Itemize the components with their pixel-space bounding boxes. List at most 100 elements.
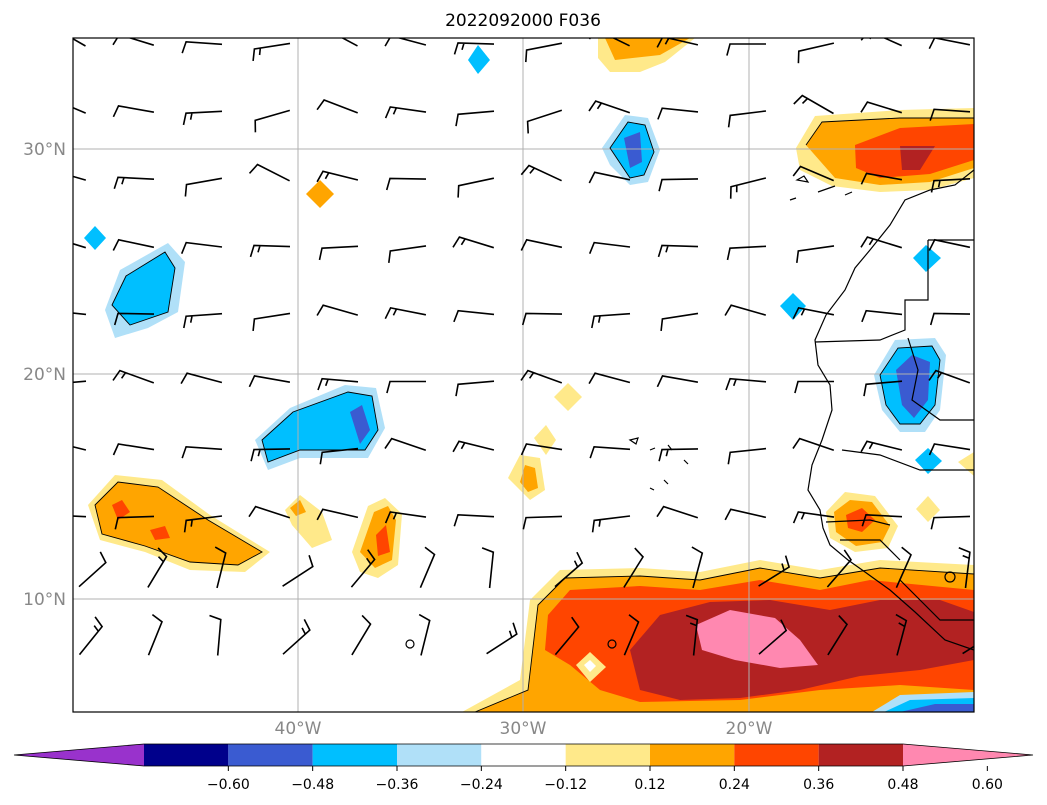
anomaly-positive-region xyxy=(916,496,940,522)
wind-barb xyxy=(526,109,563,134)
wind-barb xyxy=(591,312,631,329)
wind-barb xyxy=(658,178,699,192)
wind-barb xyxy=(588,171,631,184)
colorbar-segment xyxy=(312,744,397,766)
wind-barb xyxy=(250,448,291,462)
wind-barb xyxy=(180,241,223,255)
wind-barb xyxy=(928,38,971,50)
contour-line xyxy=(94,481,263,566)
anomaly-negative-region xyxy=(915,448,942,474)
wind-barb xyxy=(895,546,912,589)
anomaly-positive-region xyxy=(95,482,262,565)
wind-barb xyxy=(796,245,835,264)
wind-barb xyxy=(520,164,562,182)
wind-barb xyxy=(520,443,563,456)
wind-barb xyxy=(726,43,766,56)
wind-barb xyxy=(384,306,427,320)
anomaly-negative-region xyxy=(900,704,974,712)
anomaly-positive-region xyxy=(554,383,582,411)
colorbar-tick-label: 0.36 xyxy=(803,777,834,793)
wind-barb xyxy=(452,236,495,249)
wind-barb xyxy=(554,551,584,588)
figure-title: 2022092000 F036 xyxy=(445,11,601,31)
lat-label: 10°N xyxy=(23,590,66,610)
wind-barb xyxy=(589,445,631,459)
wind-barb xyxy=(726,245,767,261)
anomaly-contours xyxy=(94,117,974,712)
wind-barb xyxy=(928,443,971,456)
wind-barb xyxy=(691,546,704,589)
wind-barb xyxy=(588,372,631,384)
wind-barb xyxy=(317,38,358,47)
country-border xyxy=(825,519,974,621)
wind-barb xyxy=(78,551,107,588)
wind-barb xyxy=(73,106,87,114)
lon-label: 20°W xyxy=(726,719,773,739)
wind-barb xyxy=(863,380,903,397)
wind-barb xyxy=(481,547,495,589)
wind-barb xyxy=(958,546,971,589)
colorbar-segment xyxy=(481,744,566,766)
wind-barb xyxy=(930,178,971,193)
longitude-labels: 40°W 30°W 20°W xyxy=(275,719,773,739)
lon-label: 30°W xyxy=(500,719,547,739)
wind-barb xyxy=(658,448,699,462)
wind-barb xyxy=(112,443,155,456)
wind-barb xyxy=(588,241,631,255)
wind-barb xyxy=(930,515,971,530)
wind-barb xyxy=(418,613,431,656)
wind-barb xyxy=(73,175,87,181)
wind-barb xyxy=(316,170,359,183)
wind-barb xyxy=(793,94,834,115)
wind-barb xyxy=(554,616,580,656)
wind-barb xyxy=(112,238,155,251)
anomaly-positive-region xyxy=(306,180,334,208)
contour-line xyxy=(805,117,974,146)
anomaly-positive-region xyxy=(150,526,170,540)
wind-barb xyxy=(73,445,87,451)
wind-barb xyxy=(929,108,971,121)
wind-barb xyxy=(656,375,699,388)
colorbar-extend-high xyxy=(903,744,1033,766)
colorbar-tick-label: 0.60 xyxy=(972,777,1003,793)
latitude-labels: 30°N 20°N 10°N xyxy=(23,140,66,610)
wind-barb xyxy=(522,515,563,530)
colorbar-tick-label: −0.24 xyxy=(460,777,503,793)
wind-barb xyxy=(623,614,640,656)
wind-barb xyxy=(860,440,903,453)
wind-barb xyxy=(112,38,155,46)
wind-barb xyxy=(249,244,291,258)
colorbar-segment xyxy=(734,744,819,766)
wind-barb xyxy=(928,238,971,251)
wind-barb xyxy=(827,615,849,656)
anomaly-negative-region xyxy=(84,226,106,250)
wind-barb xyxy=(248,163,290,182)
wind-barb xyxy=(384,511,427,524)
wind-barb xyxy=(214,546,227,589)
wind-barb xyxy=(656,38,699,48)
colorbar-segment xyxy=(818,744,903,766)
colorbar-extend-low xyxy=(14,744,144,766)
wind-barb xyxy=(455,380,495,397)
wind-barb xyxy=(727,110,767,128)
wind-barb xyxy=(725,377,767,391)
wind-barb xyxy=(282,619,311,655)
wind-barb xyxy=(797,42,835,64)
wind-barb xyxy=(860,101,903,114)
anomaly-negative-region xyxy=(262,392,378,462)
anomaly-negative-region xyxy=(112,252,175,325)
island xyxy=(789,175,853,201)
wind-barb xyxy=(623,547,645,588)
wind-barb xyxy=(729,177,767,199)
anomaly-negative-region xyxy=(780,293,806,320)
wind-barb xyxy=(318,245,359,261)
colorbar-tick-label: −0.12 xyxy=(544,777,587,793)
anomaly-negative-region xyxy=(350,405,370,444)
wind-barb xyxy=(183,515,223,533)
wind-barb xyxy=(73,38,86,47)
wind-barb xyxy=(453,309,495,323)
colorbar-segment xyxy=(650,744,735,766)
colorbar-tick-label: 0.24 xyxy=(719,777,750,793)
wind-barb xyxy=(656,505,699,519)
